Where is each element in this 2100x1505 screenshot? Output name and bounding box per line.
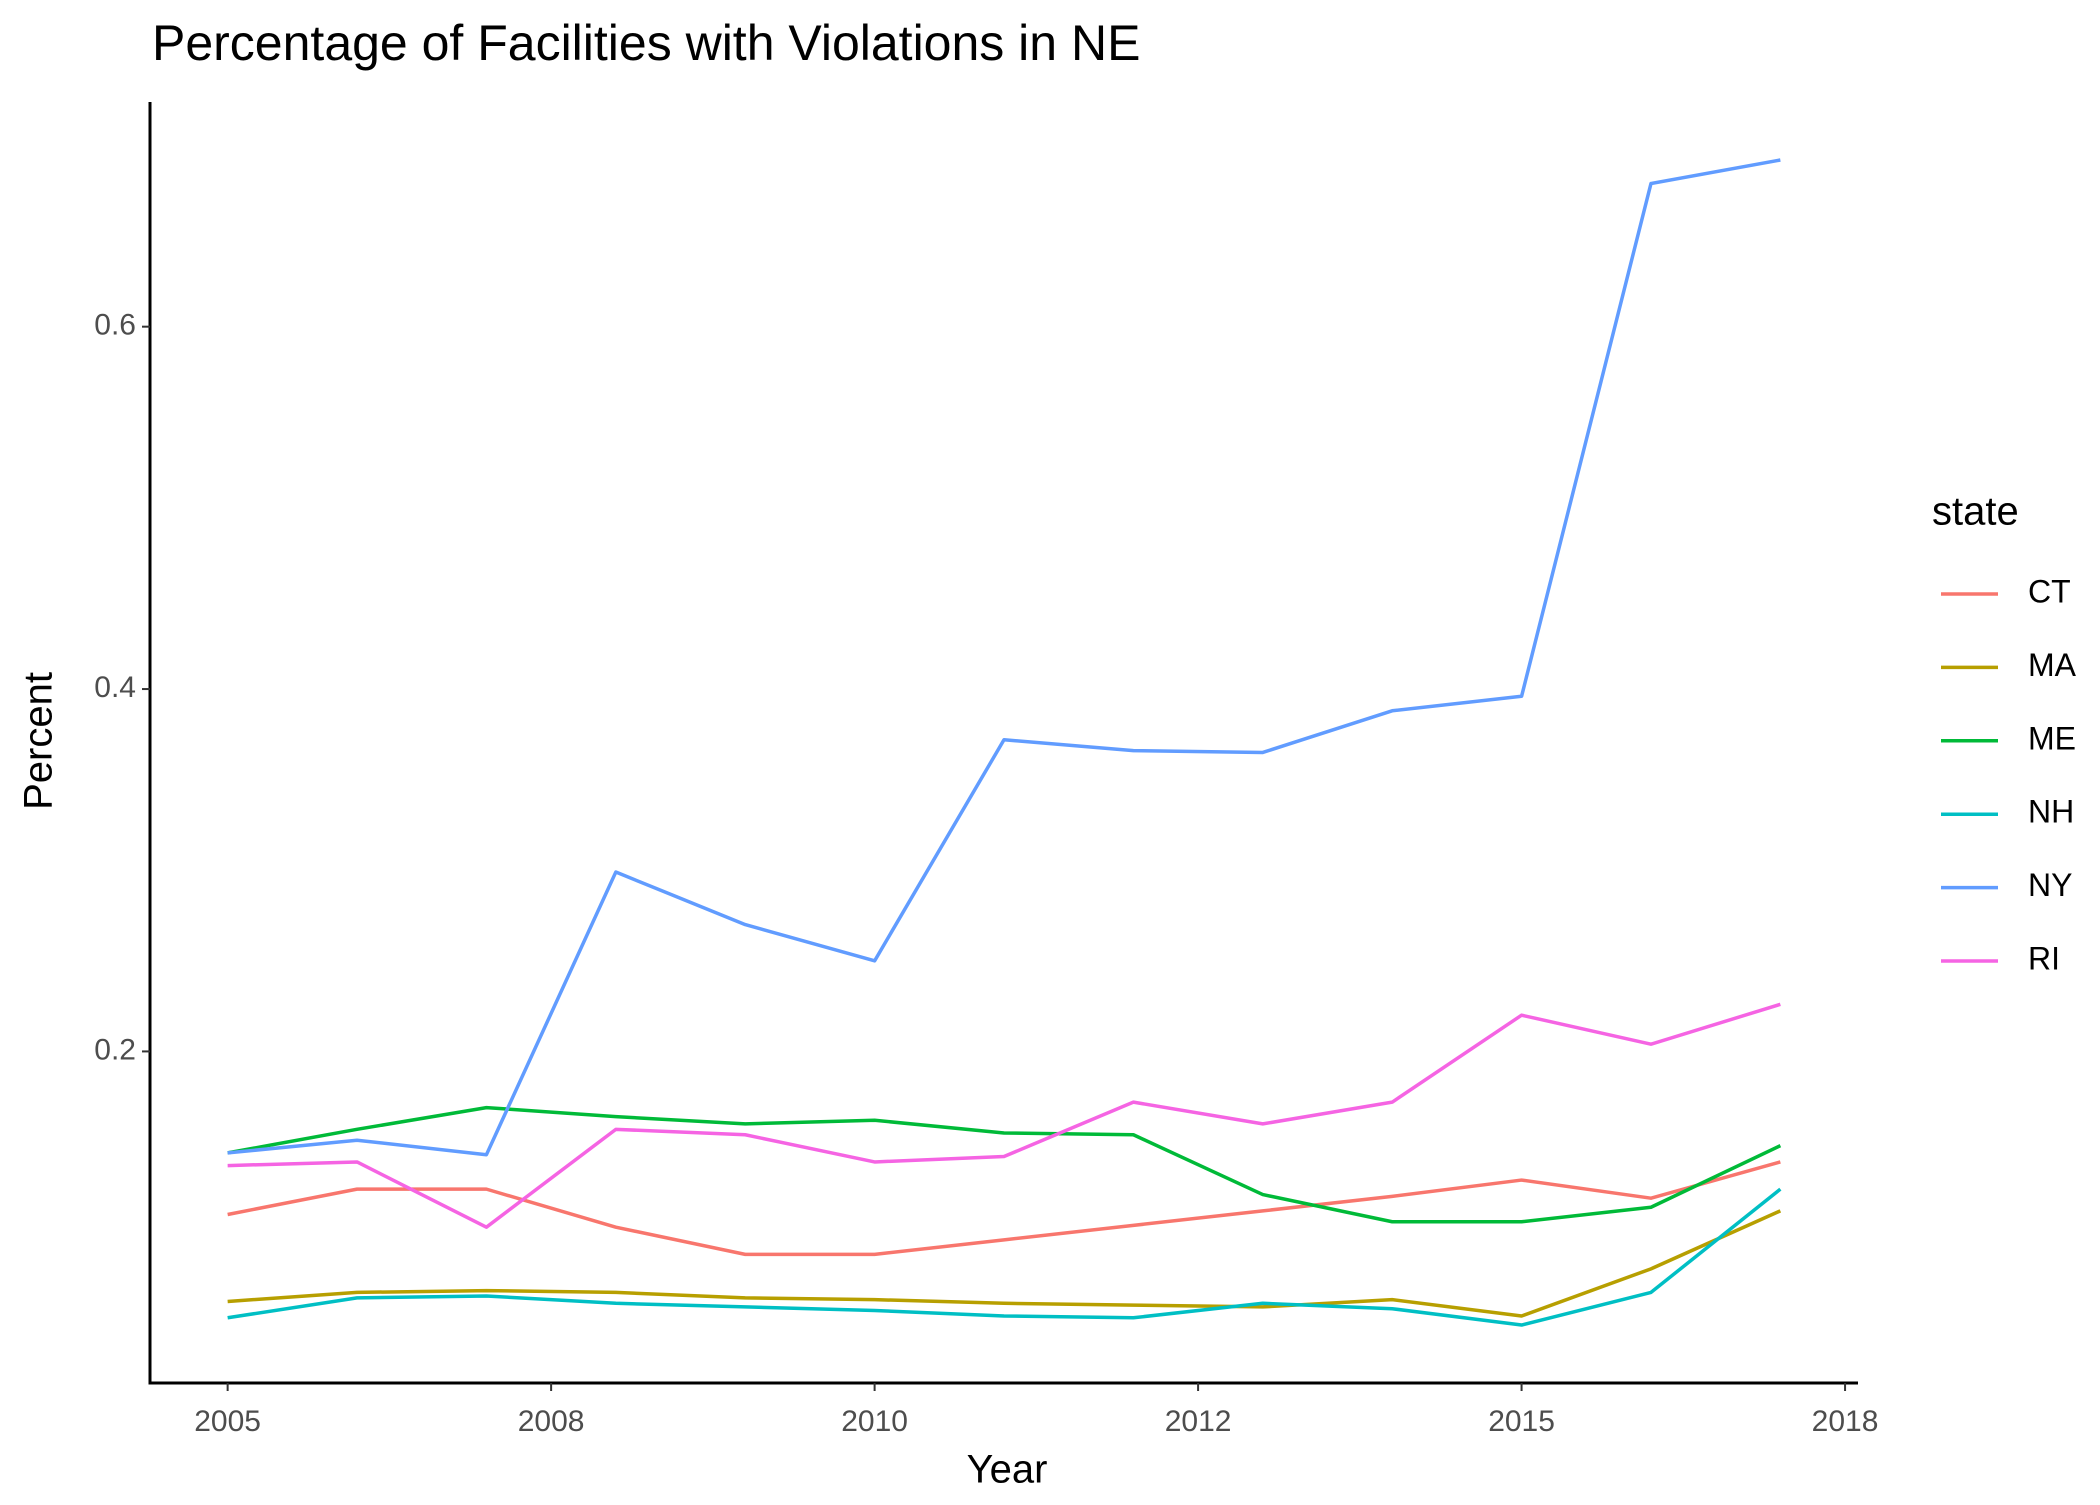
series-line [227, 1160, 1781, 1257]
x-tick-label: 2008 [518, 1405, 585, 1438]
series-line [227, 1002, 1781, 1229]
x-tick-label: 2012 [1165, 1405, 1232, 1438]
legend-label: NH [2028, 794, 2074, 830]
legend-title: state [1932, 490, 2019, 534]
series-line [227, 1105, 1782, 1224]
x-tick-label: 2005 [194, 1405, 261, 1438]
legend-label: NY [2028, 867, 2072, 903]
x-axis-title: Year [967, 1448, 1048, 1492]
legend-label: RI [2028, 940, 2060, 976]
x-tick-label: 2010 [841, 1405, 908, 1438]
x-tick-label: 2018 [1812, 1405, 1879, 1438]
legend-label: CT [2028, 573, 2071, 609]
y-tick-label: 0.2 [94, 1033, 136, 1066]
series-line [227, 158, 1781, 1157]
legend-label: ME [2028, 720, 2076, 756]
chart-title: Percentage of Facilities with Violations… [152, 15, 1140, 71]
series-line [227, 1187, 1782, 1327]
y-tick-label: 0.4 [94, 671, 136, 704]
x-tick-label: 2015 [1488, 1405, 1555, 1438]
legend-label: MA [2028, 647, 2077, 683]
series-line [227, 1209, 1782, 1318]
y-axis-title: Percent [17, 672, 61, 810]
y-tick-label: 0.6 [94, 309, 136, 342]
